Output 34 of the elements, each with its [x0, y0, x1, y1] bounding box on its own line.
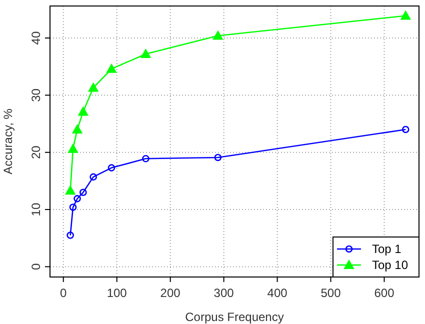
point: [80, 188, 87, 196]
point: [66, 232, 74, 239]
point: [74, 195, 81, 202]
point: [90, 173, 97, 181]
point: [400, 10, 411, 20]
point: [214, 154, 222, 162]
x-tick-label: 300: [214, 286, 234, 300]
x-tick-label: 600: [374, 286, 395, 300]
point: [68, 144, 78, 153]
y-tick-label: 40: [29, 31, 43, 45]
x-tick-label: 200: [160, 286, 181, 300]
point: [106, 64, 116, 73]
y-tick-label: 0: [29, 263, 43, 270]
y-tick-label: 30: [29, 88, 43, 102]
y-axis-title: Accuracy, %: [1, 108, 15, 174]
legend-label: Top 10: [372, 258, 408, 272]
point: [65, 186, 76, 195]
point: [142, 155, 150, 162]
point: [108, 164, 116, 172]
point: [402, 126, 410, 134]
x-tick-label: 500: [320, 286, 342, 300]
point: [72, 124, 82, 134]
point: [69, 204, 77, 211]
y-tick-label: 10: [29, 202, 43, 216]
x-axis-title: Corpus Frequency: [185, 310, 284, 324]
point: [88, 82, 98, 92]
point: [212, 30, 223, 40]
x-tick-label: 400: [267, 286, 288, 300]
legend-label: Top 1: [372, 242, 402, 256]
y-tick-label: 20: [29, 145, 43, 160]
x-tick-label: 100: [106, 286, 128, 300]
x-tick-label: 0: [60, 286, 68, 300]
point: [78, 106, 88, 116]
point: [140, 49, 151, 58]
